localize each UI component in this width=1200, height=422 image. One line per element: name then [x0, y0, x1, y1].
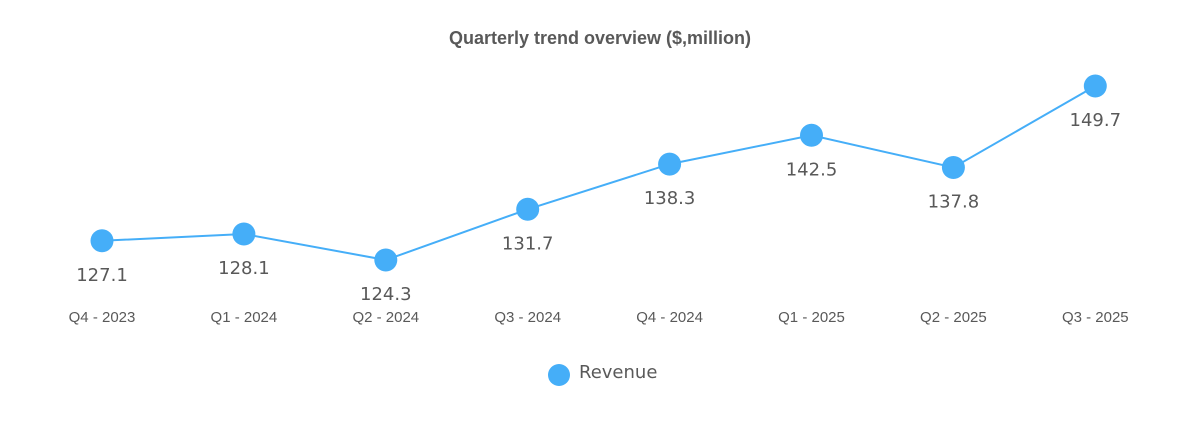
- data-point[interactable]: [800, 123, 823, 147]
- data-label: 131.7: [502, 233, 554, 254]
- chart-title: Quarterly trend overview ($,million): [449, 28, 751, 48]
- data-label: 138.3: [644, 188, 696, 209]
- x-axis: Q4 - 2023 Q1 - 2024 Q2 - 2024 Q3 - 2024 Q4 -…: [69, 309, 1129, 326]
- data-label: 137.8: [928, 192, 980, 213]
- plot-area: 127.1 128.1 124.3 131.7 138.3 142.5 137.8 149.7: [76, 74, 1122, 305]
- x-tick-label: Q3 - 2024: [494, 309, 561, 326]
- data-point[interactable]: [1083, 74, 1107, 98]
- data-point[interactable]: [374, 248, 398, 272]
- data-label: 124.3: [360, 284, 412, 305]
- data-label: 127.1: [76, 265, 128, 286]
- data-point[interactable]: [658, 152, 682, 176]
- legend[interactable]: Revenue: [548, 362, 657, 386]
- x-tick-label: Q4 - 2024: [636, 309, 703, 326]
- legend-label-revenue: Revenue: [579, 362, 657, 383]
- data-label: 142.5: [786, 159, 838, 180]
- x-tick-label: Q3 - 2025: [1062, 309, 1129, 326]
- data-point[interactable]: [232, 222, 256, 246]
- x-tick-label: Q1 - 2025: [778, 309, 845, 326]
- data-point[interactable]: [516, 197, 540, 221]
- data-point[interactable]: [90, 229, 114, 253]
- series-line-revenue: [101, 85, 1096, 262]
- data-label: 149.7: [1070, 110, 1122, 131]
- x-tick-label: Q2 - 2025: [920, 309, 987, 326]
- data-label: 128.1: [218, 258, 270, 279]
- x-tick-label: Q2 - 2024: [352, 309, 419, 326]
- data-point[interactable]: [941, 156, 965, 179]
- x-tick-label: Q4 - 2023: [69, 309, 136, 326]
- x-tick-label: Q1 - 2024: [211, 309, 278, 326]
- legend-marker-revenue: [548, 364, 570, 386]
